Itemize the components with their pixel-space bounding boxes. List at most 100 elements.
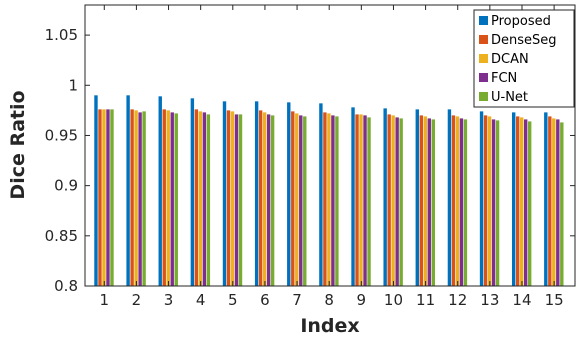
- bar-dcan-12: [455, 116, 460, 287]
- bar-denseseg-3: [162, 109, 166, 287]
- bar-denseseg-8: [323, 112, 327, 286]
- x-tick-label: 3: [164, 291, 174, 309]
- bar-denseseg-4: [194, 109, 199, 287]
- bar-proposed-6: [254, 101, 259, 286]
- bar-denseseg-5: [226, 110, 231, 286]
- bar-dcan-15: [552, 118, 556, 287]
- bar-dcan-1: [102, 109, 106, 287]
- bar-proposed-15: [544, 112, 548, 286]
- y-tick-label: 0.85: [45, 227, 78, 245]
- bar-fcn-14: [523, 119, 528, 286]
- plot-frame: [84, 4, 576, 287]
- bar-proposed-8: [319, 103, 323, 286]
- y-tick-label: 1.05: [45, 26, 78, 44]
- legend-swatch: [479, 54, 488, 63]
- bar-proposed-13: [479, 111, 484, 286]
- bar-proposed-14: [511, 112, 516, 286]
- x-tick-label: 12: [448, 291, 467, 309]
- x-tick-label: 8: [324, 291, 334, 309]
- bar-u-net-8: [335, 116, 339, 287]
- bar-denseseg-1: [98, 109, 102, 287]
- bar-denseseg-2: [130, 109, 134, 287]
- bar-u-net-6: [270, 115, 275, 286]
- bar-dcan-9: [359, 114, 363, 286]
- bar-u-net-14: [527, 121, 532, 286]
- bar-proposed-9: [351, 107, 355, 286]
- bar-dcan-4: [198, 111, 203, 286]
- bar-u-net-7: [303, 116, 307, 287]
- bar-fcn-5: [234, 114, 239, 286]
- bar-u-net-12: [463, 119, 468, 286]
- legend-label: FCN: [491, 71, 517, 86]
- bar-denseseg-7: [291, 111, 295, 286]
- bar-proposed-3: [158, 96, 162, 286]
- bar-fcn-8: [331, 115, 335, 286]
- bar-proposed-4: [190, 98, 195, 286]
- bar-proposed-1: [94, 95, 98, 286]
- bar-proposed-7: [287, 102, 291, 286]
- bar-denseseg-10: [387, 114, 391, 286]
- bar-proposed-10: [383, 108, 387, 287]
- bar-fcn-2: [138, 112, 142, 286]
- legend-swatch: [479, 35, 488, 44]
- bar-dcan-5: [230, 111, 235, 286]
- y-axis-label: Dice Ratio: [7, 90, 29, 199]
- bar-fcn-3: [170, 112, 174, 286]
- x-tick-label: 4: [196, 291, 206, 309]
- x-tick-label: 11: [416, 291, 435, 309]
- bar-fcn-13: [491, 119, 496, 286]
- bar-u-net-11: [431, 119, 435, 286]
- bar-u-net-3: [174, 113, 178, 286]
- bar-denseseg-9: [355, 114, 359, 286]
- x-tick-label: 6: [260, 291, 270, 309]
- y-tick-label: 0.9: [54, 177, 78, 195]
- bar-dcan-6: [262, 112, 267, 286]
- x-tick-label: 7: [292, 291, 302, 309]
- x-tick-label: 5: [228, 291, 238, 309]
- bar-fcn-10: [395, 117, 399, 287]
- bar-denseseg-15: [548, 116, 552, 287]
- legend-box: [473, 9, 575, 108]
- bar-dcan-14: [519, 117, 524, 287]
- bar-dcan-3: [166, 110, 170, 286]
- y-axis: 0.8 0.85 0.9 0.95 1 1.05: [45, 26, 575, 295]
- legend: Proposed DenseSeg DCAN FCN U-Net: [473, 9, 575, 108]
- bar-proposed-2: [126, 95, 130, 286]
- bar-u-net-2: [142, 111, 146, 286]
- bar-dcan-10: [391, 115, 395, 286]
- bar-u-net-4: [206, 114, 211, 286]
- legend-label: Proposed: [491, 14, 551, 29]
- bar-denseseg-12: [451, 115, 456, 286]
- bar-dcan-11: [423, 116, 427, 287]
- legend-swatch: [479, 16, 488, 25]
- bar-denseseg-11: [419, 115, 423, 286]
- bar-u-net-15: [560, 122, 564, 286]
- y-tick-label: 0.8: [54, 277, 78, 295]
- legend-label: DenseSeg: [491, 33, 557, 48]
- bar-denseseg-6: [258, 110, 263, 286]
- bar-dcan-8: [327, 113, 331, 286]
- x-tick-label: 13: [480, 291, 499, 309]
- bar-dcan-2: [134, 110, 138, 286]
- bar-dcan-7: [295, 113, 299, 286]
- bar-proposed-12: [447, 109, 452, 287]
- x-tick-label: 10: [384, 291, 403, 309]
- bar-fcn-4: [202, 112, 207, 286]
- bar-fcn-12: [459, 118, 464, 287]
- bar-u-net-5: [238, 114, 243, 286]
- legend-label: U-Net: [491, 90, 528, 105]
- bar-denseseg-14: [515, 116, 520, 287]
- bar-fcn-7: [299, 115, 303, 286]
- bar-u-net-10: [399, 118, 403, 287]
- bar-fcn-1: [106, 109, 110, 287]
- legend-swatch: [479, 73, 488, 82]
- x-tick-label: 9: [357, 291, 367, 309]
- x-axis-label: Index: [300, 315, 359, 337]
- x-tick-label: 14: [512, 291, 531, 309]
- bar-fcn-6: [266, 114, 271, 286]
- bar-proposed-11: [415, 109, 419, 287]
- bar-fcn-9: [363, 115, 367, 286]
- bar-denseseg-13: [483, 115, 488, 286]
- bars-layer: [94, 95, 564, 287]
